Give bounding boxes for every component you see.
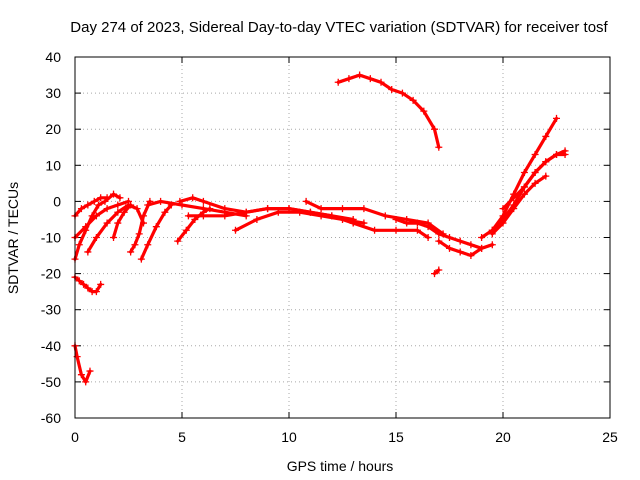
y-tick-label: -10 — [41, 230, 61, 246]
x-tick-label: 5 — [178, 429, 186, 445]
x-axis-label: GPS time / hours — [287, 458, 394, 474]
y-tick-label: 10 — [45, 157, 61, 173]
series-arc-21 — [478, 115, 560, 241]
y-tick-label: -20 — [41, 266, 61, 282]
series-arc-20 — [335, 72, 443, 151]
y-tick-label: 40 — [45, 49, 61, 65]
series-arc-9 — [138, 202, 175, 263]
data-point — [185, 212, 192, 219]
series-line — [503, 151, 565, 209]
y-tick-label: -30 — [41, 302, 61, 318]
x-tick-label: 20 — [495, 429, 511, 445]
series-arc-2 — [72, 274, 105, 295]
x-tick-label: 0 — [71, 429, 79, 445]
series-line — [75, 194, 120, 259]
series-line — [75, 346, 90, 382]
series-line — [178, 209, 210, 242]
grid-lines — [75, 57, 610, 418]
sdtvar-chart: Day 274 of 2023, Sidereal Day-to-day VTE… — [0, 0, 640, 480]
axis-ticks: 0 5 10 15 20 25 -60 -50 -40 -30 -20 -10 0 10 20 30 40 — [41, 49, 618, 445]
series-arc-11 — [174, 205, 213, 244]
x-tick-label: 10 — [281, 429, 297, 445]
y-tick-label: 20 — [45, 121, 61, 137]
y-tick-label: -50 — [41, 374, 61, 390]
data-point — [157, 198, 164, 205]
chart-title: Day 274 of 2023, Sidereal Day-to-day VTE… — [70, 19, 608, 36]
x-tick-label: 25 — [602, 429, 618, 445]
y-tick-label: 0 — [53, 193, 61, 209]
x-tick-label: 15 — [388, 429, 404, 445]
data-series — [72, 72, 569, 386]
y-tick-label: 30 — [45, 85, 61, 101]
y-tick-label: -40 — [41, 338, 61, 354]
y-tick-label: -60 — [41, 410, 61, 426]
y-axis-label: SDTVAR / TECUs — [5, 182, 21, 294]
data-point — [264, 205, 271, 212]
data-point — [339, 205, 346, 212]
data-point — [393, 227, 400, 234]
data-point — [110, 234, 117, 241]
series-arc-19 — [431, 266, 442, 277]
data-point — [435, 144, 442, 151]
